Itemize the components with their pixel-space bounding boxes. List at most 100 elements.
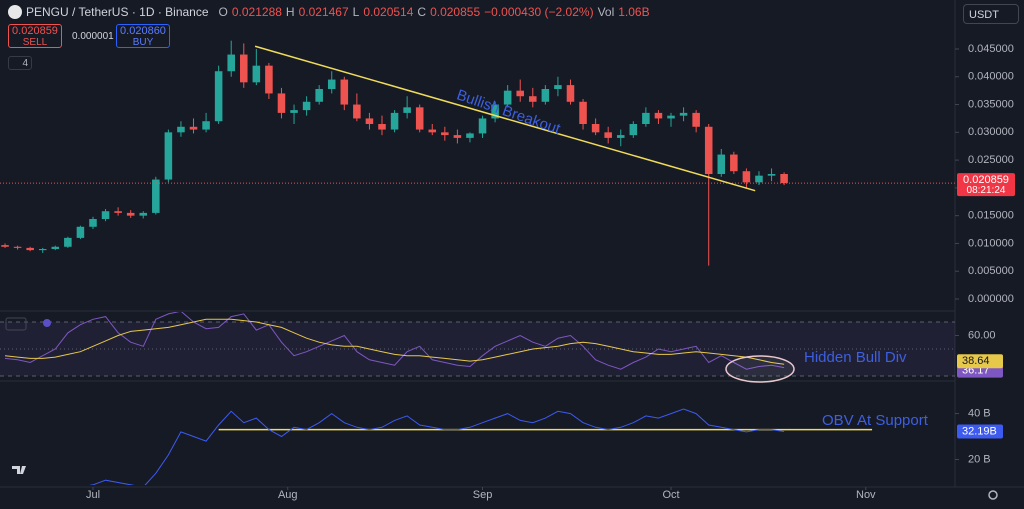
- candle-body: [202, 121, 210, 130]
- candle-body: [76, 226, 85, 238]
- candle-body: [38, 249, 47, 251]
- collapse-button[interactable]: [5, 317, 27, 331]
- candle-body: [189, 126, 198, 130]
- last-price-tag: [957, 173, 1015, 197]
- candle-body: [679, 112, 688, 116]
- candle-body: [252, 65, 261, 83]
- candle-body: [516, 90, 524, 97]
- indicator-icon: [43, 319, 51, 327]
- value-tag: [957, 424, 1003, 439]
- sell-price: 0.020859: [12, 25, 58, 37]
- candle-body: [453, 135, 462, 138]
- y-tick-label: 0.005000: [968, 265, 1014, 277]
- spread: 0.000001: [72, 31, 114, 42]
- currency: USDT: [969, 9, 999, 21]
- countdown: 08:21:24: [967, 185, 1006, 196]
- candle-body: [654, 112, 663, 119]
- candle-body: [478, 118, 487, 134]
- buy-label: BUY: [132, 37, 154, 48]
- support-label: OBV At Support: [822, 412, 929, 429]
- buy-price: 0.020860: [120, 25, 166, 37]
- ohlc-key: O: [218, 5, 228, 19]
- y-tick-label: 0.035000: [968, 98, 1014, 110]
- last-price-label: 0.020859: [963, 174, 1009, 186]
- candle-body: [302, 101, 311, 111]
- annotation-ellipse: [725, 355, 795, 383]
- candle-body: [566, 85, 575, 102]
- candle-body: [340, 79, 349, 105]
- candle-body: [428, 129, 437, 133]
- ohlc-value: 0.020855: [430, 5, 481, 19]
- y-tick-label: 0.045000: [968, 43, 1014, 55]
- candle-body: [290, 110, 298, 113]
- indicator-line: [4, 318, 785, 365]
- value-tag: [957, 354, 1003, 369]
- x-tick-label: Aug: [278, 489, 298, 501]
- candle-body: [139, 212, 148, 216]
- ohlc-value: 0.021288: [231, 5, 282, 19]
- candle-body: [315, 89, 323, 102]
- sell-button[interactable]: 0.020859 SELL: [8, 24, 62, 48]
- y-tick-label: 0.000000: [968, 293, 1014, 305]
- logo: [12, 466, 26, 474]
- band-fill: [0, 321, 955, 376]
- candle-body: [730, 154, 738, 172]
- candle-body: [780, 174, 788, 184]
- x-tick-label: Nov: [856, 489, 876, 501]
- candle-body: [227, 54, 235, 72]
- ohlc-key: C: [417, 5, 427, 19]
- trendline: [254, 45, 756, 192]
- x-tick-label: Jul: [86, 489, 100, 501]
- candle-body: [126, 212, 135, 216]
- candle-body: [541, 89, 550, 102]
- candle-body: [378, 124, 386, 130]
- axes: Jul Aug Sep Oct Nov 0.000000 0.005000 0.010000 0…: [86, 43, 1015, 501]
- candle-body: [101, 211, 110, 219]
- ohlc-key: L: [352, 5, 360, 19]
- candle-body: [466, 133, 474, 138]
- x-tick-label: Sep: [473, 489, 493, 501]
- price-pane: Bullish Breakout: [0, 40, 955, 266]
- candle-body: [1, 245, 9, 247]
- symbol: PENGU / TetherUS · 1D · Binance: [26, 5, 209, 19]
- candle-body: [214, 71, 223, 122]
- candle-body: [755, 175, 763, 183]
- candle-body: [604, 132, 612, 138]
- header: PENGU / TetherUS · 1D · Binance O 0.02128…: [8, 5, 650, 19]
- candle-body: [642, 112, 650, 124]
- ohlc-value: 0.021467: [298, 5, 349, 19]
- candle-body: [164, 132, 173, 180]
- candle-body: [742, 171, 751, 183]
- candle-body: [491, 104, 499, 119]
- value-tag-label: 32.19B: [962, 425, 997, 437]
- candle-body: [365, 118, 374, 124]
- ohlc-key: H: [285, 5, 295, 19]
- value-tag-label: 38.64: [962, 355, 990, 367]
- candle-body: [415, 107, 424, 130]
- candle-body: [629, 124, 638, 136]
- candle-body: [704, 126, 713, 174]
- candle-body: [327, 79, 336, 89]
- candle-body: [64, 237, 72, 247]
- sell-label: SELL: [22, 37, 48, 48]
- y-tick-label: 0.030000: [968, 126, 1014, 138]
- settings-icon[interactable]: [988, 490, 998, 500]
- candle-body: [177, 126, 185, 133]
- indicator-count: 4: [22, 58, 28, 69]
- change: −0.000430 (−2.02%): [484, 5, 594, 19]
- candle-body: [26, 247, 34, 251]
- currency-button[interactable]: USDT: [963, 4, 1019, 24]
- vol-key: Vol: [597, 5, 615, 19]
- candle-body: [353, 104, 361, 119]
- candle-body: [89, 219, 97, 227]
- obv-pane: [89, 408, 873, 485]
- candle-body: [441, 132, 449, 136]
- buy-button[interactable]: 0.020860 BUY: [116, 24, 170, 48]
- y-tick-label: 0.025000: [968, 154, 1014, 166]
- candle-body: [240, 54, 248, 83]
- ohlc-value: 0.020514: [363, 5, 414, 19]
- y-tick-label: 60.00: [968, 329, 996, 341]
- indicator-toggle[interactable]: 4: [8, 56, 32, 70]
